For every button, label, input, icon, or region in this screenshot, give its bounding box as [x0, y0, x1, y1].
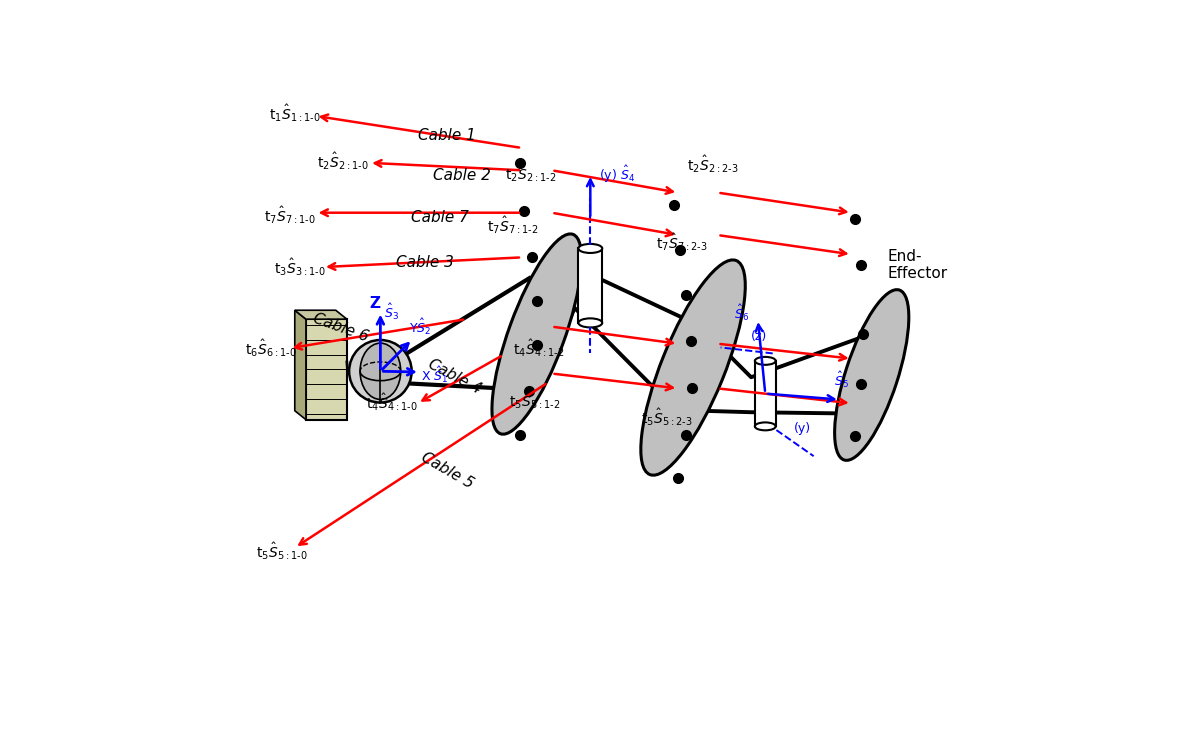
Polygon shape	[295, 310, 306, 420]
Text: (z): (z)	[750, 330, 767, 343]
Text: Cable 1: Cable 1	[419, 128, 476, 143]
Text: (y): (y)	[793, 422, 811, 435]
Text: t$_5\hat{S}_{5:1\text{-}0}$: t$_5\hat{S}_{5:1\text{-}0}$	[256, 540, 307, 562]
Text: X $\hat{S}_1$: X $\hat{S}_1$	[421, 365, 449, 385]
Text: Cable 4: Cable 4	[426, 356, 484, 397]
Text: Cable 3: Cable 3	[396, 255, 454, 270]
Text: Cable 2: Cable 2	[433, 168, 491, 183]
Text: End-
Effector: End- Effector	[887, 248, 948, 281]
Text: $\hat{S}_3$: $\hat{S}_3$	[384, 302, 400, 322]
Text: t$_2\hat{S}_{2:1\text{-}0}$: t$_2\hat{S}_{2:1\text{-}0}$	[317, 151, 368, 172]
Text: Cable 5: Cable 5	[419, 449, 476, 491]
Text: t$_7\hat{S}_{7:1\text{-}2}$: t$_7\hat{S}_{7:1\text{-}2}$	[487, 214, 538, 236]
Text: t$_4\hat{S}_{4:1\text{-}0}$: t$_4\hat{S}_{4:1\text{-}0}$	[366, 392, 418, 413]
Text: t$_5\hat{S}_{5:2\text{-}3}$: t$_5\hat{S}_{5:2\text{-}3}$	[641, 406, 692, 427]
Ellipse shape	[641, 260, 745, 476]
Ellipse shape	[835, 290, 908, 460]
FancyBboxPatch shape	[755, 361, 775, 426]
Text: Cable 6: Cable 6	[311, 310, 371, 344]
Text: Z: Z	[370, 296, 380, 311]
Text: Y$\hat{S}_2$: Y$\hat{S}_2$	[409, 317, 431, 338]
Text: t$_7\hat{S}_{7:1\text{-}0}$: t$_7\hat{S}_{7:1\text{-}0}$	[264, 205, 316, 226]
Ellipse shape	[360, 344, 401, 400]
Circle shape	[349, 340, 412, 403]
Ellipse shape	[755, 422, 775, 430]
Ellipse shape	[492, 234, 582, 434]
Text: t$_6\hat{S}_{6:1\text{-}0}$: t$_6\hat{S}_{6:1\text{-}0}$	[245, 337, 296, 358]
Text: $\hat{S}_5$: $\hat{S}_5$	[834, 370, 848, 390]
Ellipse shape	[578, 318, 602, 328]
Text: t$_1\hat{S}_{1:1\text{-}0}$: t$_1\hat{S}_{1:1\text{-}0}$	[269, 103, 320, 124]
Text: t$_7\hat{S}_{7:2\text{-}3}$: t$_7\hat{S}_{7:2\text{-}3}$	[656, 231, 707, 253]
Text: $\hat{S}_6$: $\hat{S}_6$	[734, 303, 749, 323]
Text: t$_2\hat{S}_{2:2\text{-}3}$: t$_2\hat{S}_{2:2\text{-}3}$	[688, 153, 738, 175]
Ellipse shape	[578, 244, 602, 253]
FancyBboxPatch shape	[578, 248, 602, 323]
Text: t$_5\hat{S}_{5:1\text{-}2}$: t$_5\hat{S}_{5:1\text{-}2}$	[509, 389, 560, 411]
Text: t$_4\hat{S}_{4:1\text{-}2}$: t$_4\hat{S}_{4:1\text{-}2}$	[512, 337, 564, 358]
Polygon shape	[295, 310, 347, 320]
Text: t$_3\hat{S}_{3:1\text{-}0}$: t$_3\hat{S}_{3:1\text{-}0}$	[274, 256, 325, 278]
Text: Cable 7: Cable 7	[412, 210, 469, 225]
Text: (y) $\hat{S}_4$: (y) $\hat{S}_4$	[599, 164, 636, 185]
Ellipse shape	[755, 357, 775, 364]
Text: t$_2\hat{S}_{2:1\text{-}2}$: t$_2\hat{S}_{2:1\text{-}2}$	[505, 163, 556, 184]
FancyBboxPatch shape	[306, 320, 347, 420]
